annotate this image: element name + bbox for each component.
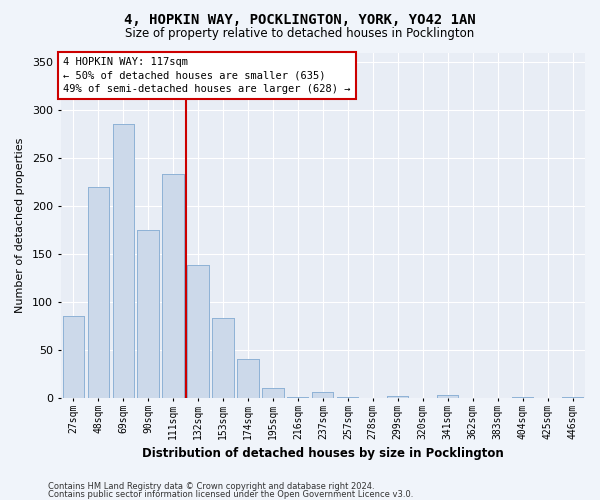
Bar <box>163 174 184 398</box>
Bar <box>562 397 583 398</box>
Bar <box>512 397 533 398</box>
Text: 4 HOPKIN WAY: 117sqm
← 50% of detached houses are smaller (635)
49% of semi-deta: 4 HOPKIN WAY: 117sqm ← 50% of detached h… <box>63 58 351 94</box>
Bar <box>437 395 458 398</box>
Bar <box>287 397 308 398</box>
Bar <box>562 397 583 398</box>
Bar <box>113 124 134 398</box>
Bar <box>262 388 284 398</box>
Bar <box>437 395 458 398</box>
Bar <box>312 392 334 398</box>
Bar <box>88 187 109 398</box>
X-axis label: Distribution of detached houses by size in Pocklington: Distribution of detached houses by size … <box>142 447 504 460</box>
Bar <box>512 397 533 398</box>
Bar <box>62 316 84 398</box>
Bar <box>387 396 409 398</box>
Bar <box>337 397 358 398</box>
Bar <box>187 266 209 398</box>
Bar <box>287 397 308 398</box>
Bar <box>337 397 358 398</box>
Bar <box>387 396 409 398</box>
Bar <box>62 316 84 398</box>
Bar <box>262 388 284 398</box>
Bar <box>187 266 209 398</box>
Bar <box>238 360 259 398</box>
Bar <box>238 360 259 398</box>
Y-axis label: Number of detached properties: Number of detached properties <box>15 138 25 313</box>
Bar <box>113 124 134 398</box>
Bar <box>88 187 109 398</box>
Bar <box>137 230 159 398</box>
Text: 4, HOPKIN WAY, POCKLINGTON, YORK, YO42 1AN: 4, HOPKIN WAY, POCKLINGTON, YORK, YO42 1… <box>124 12 476 26</box>
Bar <box>163 174 184 398</box>
Bar <box>137 230 159 398</box>
Text: Size of property relative to detached houses in Pocklington: Size of property relative to detached ho… <box>125 28 475 40</box>
Text: Contains HM Land Registry data © Crown copyright and database right 2024.: Contains HM Land Registry data © Crown c… <box>48 482 374 491</box>
Text: Contains public sector information licensed under the Open Government Licence v3: Contains public sector information licen… <box>48 490 413 499</box>
Bar <box>212 318 233 398</box>
Bar <box>212 318 233 398</box>
Bar <box>312 392 334 398</box>
